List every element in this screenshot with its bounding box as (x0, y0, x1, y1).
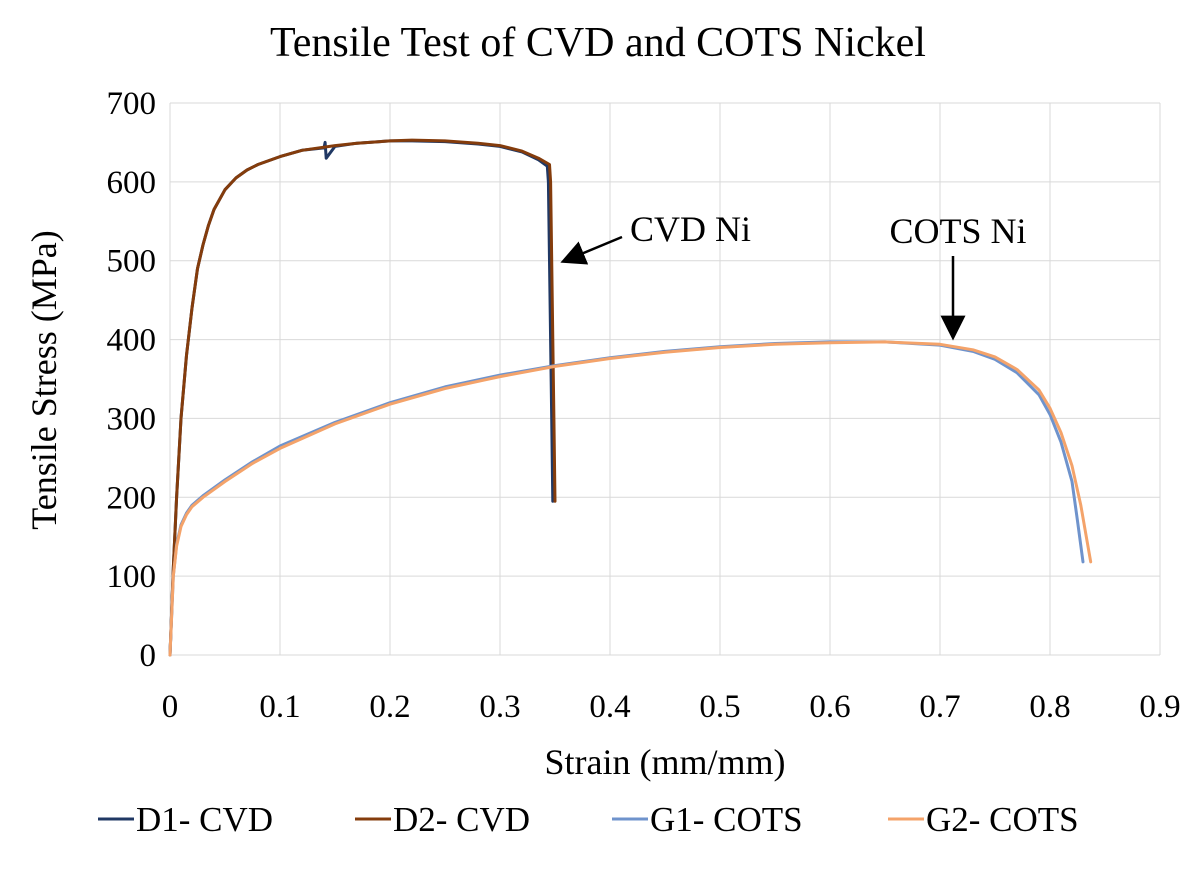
tick-layer: 0 0.1 0.2 0.3 0.4 0.5 0.6 0.7 0.8 0.9 0 100 200 300 40… (107, 86, 1181, 725)
legend-label: D2- CVD (393, 800, 530, 839)
series-line-2 (168, 138, 557, 657)
series-layer (168, 138, 1093, 657)
y-tick-label: 400 (107, 323, 157, 359)
x-tick-label: 0.5 (699, 689, 740, 725)
series-line-1 (168, 139, 555, 657)
y-tick-label: 200 (107, 480, 157, 516)
x-tick-label: 0 (162, 689, 179, 725)
annotation-arrow-cvd (560, 235, 623, 265)
legend-label: G2- COTS (926, 800, 1079, 839)
y-axis-label: Tensile Stress (MPa) (24, 230, 64, 529)
legend: D1- CVD D2- CVD G1- COTS G2- COTS (98, 800, 1079, 839)
y-tick-label: 500 (107, 244, 157, 280)
x-axis-label: Strain (mm/mm) (545, 742, 786, 782)
legend-label: G1- COTS (650, 800, 803, 839)
annotation-layer: CVD Ni COTS Ni (560, 209, 1027, 341)
annotation-cots-ni: COTS Ni (889, 211, 1026, 251)
x-tick-label: 0.1 (259, 689, 300, 725)
x-tick-label: 0.8 (1029, 689, 1070, 725)
chart-title: Tensile Test of CVD and COTS Nickel (270, 20, 926, 66)
y-tick-label: 700 (107, 86, 157, 122)
annotation-cvd-ni: CVD Ni (630, 209, 751, 249)
series-line-3 (168, 340, 1085, 657)
y-tick-label: 300 (107, 401, 157, 437)
grid-layer (169, 102, 1161, 656)
y-tick-label: 0 (140, 638, 157, 674)
x-tick-label: 0.3 (479, 689, 520, 725)
y-tick-label: 600 (107, 165, 157, 201)
x-tick-label: 0.2 (369, 689, 410, 725)
x-tick-label: 0.6 (809, 689, 850, 725)
x-tick-label: 0.9 (1139, 689, 1180, 725)
x-tick-label: 0.7 (919, 689, 960, 725)
series-line-4 (168, 340, 1093, 657)
legend-label: D1- CVD (136, 800, 273, 839)
x-tick-label: 0.4 (589, 689, 630, 725)
y-tick-label: 100 (107, 559, 157, 595)
